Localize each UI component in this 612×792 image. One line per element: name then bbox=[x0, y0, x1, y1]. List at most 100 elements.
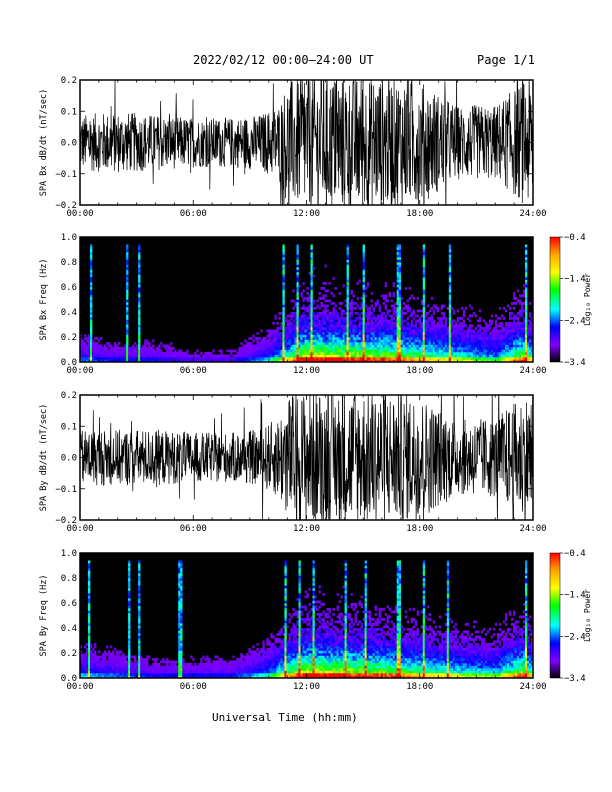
spectrogram-cell bbox=[82, 339, 85, 343]
spectrogram-cell bbox=[310, 302, 313, 305]
spectrogram-cell bbox=[210, 354, 213, 358]
spectrogram-cell bbox=[164, 357, 167, 360]
spectrogram-cell bbox=[128, 347, 131, 350]
spectrogram-cell bbox=[422, 359, 426, 362]
spectrogram-cell bbox=[146, 675, 149, 678]
spectrogram-cell bbox=[180, 610, 183, 614]
spectrogram-cell bbox=[462, 344, 466, 348]
spectrogram-cell bbox=[452, 312, 456, 315]
spectrogram-cell bbox=[398, 272, 401, 275]
spectrogram-cell bbox=[348, 312, 351, 315]
spectrogram-cell bbox=[404, 339, 408, 343]
spectrogram-cell bbox=[332, 309, 335, 313]
panel-3: 00:00 06:00 12:00 18:00 24:000.20.10.0−0.1−0… bbox=[39, 391, 547, 534]
spectrogram-cell bbox=[170, 663, 173, 666]
spectrogram-cell bbox=[384, 344, 387, 348]
spectrogram-cell bbox=[492, 352, 496, 355]
spectrogram-cell bbox=[156, 359, 159, 362]
spectrogram-cell bbox=[504, 339, 508, 343]
spectrogram-cell bbox=[460, 354, 464, 358]
spectrogram-cell bbox=[148, 359, 151, 362]
spectrogram-cell bbox=[392, 324, 395, 328]
spectrogram-cell bbox=[398, 322, 401, 325]
spectrogram-cell bbox=[86, 337, 89, 340]
spectrogram-cell bbox=[154, 665, 157, 669]
spectrogram-cell bbox=[122, 660, 125, 664]
spectrogram-cell bbox=[144, 354, 147, 358]
spectrogram-cell bbox=[388, 322, 391, 325]
spectrogram-cell bbox=[344, 347, 347, 350]
spectrogram-cell bbox=[420, 329, 424, 333]
spectrogram-cell bbox=[84, 334, 87, 338]
spectrogram-cell bbox=[158, 354, 161, 358]
spectrogram-cell bbox=[286, 349, 289, 353]
spectrogram-cell bbox=[116, 673, 119, 676]
spectrogram-cell bbox=[428, 342, 432, 345]
spectrogram-cell bbox=[94, 337, 97, 340]
spectrogram-cell bbox=[438, 319, 442, 323]
spectrogram-cell bbox=[400, 347, 404, 350]
spectrogram-cell bbox=[90, 259, 93, 263]
spectrogram-cell bbox=[352, 302, 355, 305]
spectrogram-cell bbox=[354, 334, 357, 338]
spectrogram-cell bbox=[382, 357, 385, 360]
spectrogram-cell bbox=[128, 565, 131, 569]
spectrogram-cell bbox=[362, 334, 365, 338]
spectrogram-cell bbox=[422, 252, 426, 255]
spectrogram-cell bbox=[166, 668, 169, 671]
spectrogram-cell bbox=[212, 675, 215, 678]
spectrogram-cell bbox=[356, 352, 359, 355]
spectrogram-cell bbox=[278, 317, 281, 320]
spectrogram-cell bbox=[178, 585, 181, 589]
spectrogram-cell bbox=[356, 327, 359, 330]
spectrogram-cell bbox=[296, 274, 299, 278]
spectrogram-cell bbox=[296, 354, 299, 358]
spectrogram-cell bbox=[136, 359, 139, 362]
spectrogram-cell bbox=[302, 319, 305, 323]
spectrogram-cell bbox=[164, 670, 167, 674]
spectrogram-cell bbox=[332, 339, 335, 343]
spectrogram-cell bbox=[262, 352, 265, 355]
spectrogram-cell bbox=[296, 349, 299, 353]
spectrogram-cell bbox=[314, 317, 317, 320]
spectrogram-cell bbox=[112, 359, 115, 362]
spectrogram-cell bbox=[448, 299, 452, 303]
spectrogram-cell bbox=[172, 359, 175, 362]
spectrogram-cell bbox=[396, 302, 399, 305]
spectrogram-cell bbox=[362, 289, 365, 293]
spectrogram-cell bbox=[384, 319, 387, 323]
spectrogram-cell bbox=[500, 327, 504, 330]
spectrogram-cell bbox=[196, 357, 199, 360]
spectrogram-cell bbox=[436, 322, 440, 325]
spectrogram-cell bbox=[452, 332, 456, 335]
spectrogram-cell bbox=[180, 633, 183, 636]
spectrogram-cell bbox=[318, 324, 321, 328]
spectrogram-cell bbox=[362, 312, 365, 315]
spectrogram-cell bbox=[108, 357, 111, 360]
spectrogram-cell bbox=[380, 334, 383, 338]
spectrogram-cell bbox=[278, 342, 281, 345]
spectrogram-cell bbox=[128, 605, 131, 609]
spectrogram-cell bbox=[358, 324, 361, 328]
spectrogram-cell bbox=[142, 660, 145, 664]
spectrogram-cell bbox=[90, 297, 93, 300]
spectrogram-cell bbox=[150, 357, 153, 360]
spectrogram-cell bbox=[486, 337, 490, 340]
spectrogram-cell bbox=[422, 254, 426, 258]
spectrogram-cell bbox=[384, 322, 387, 325]
spectrogram-cell bbox=[458, 359, 462, 362]
spectrogram-cell bbox=[390, 329, 393, 333]
spectrogram-cell bbox=[388, 344, 391, 348]
spectrogram-cell bbox=[222, 673, 225, 676]
spectrogram-cell bbox=[498, 317, 502, 320]
spectrogram-cell bbox=[334, 344, 337, 348]
spectrogram-cell bbox=[352, 352, 355, 355]
spectrogram-cell bbox=[348, 334, 351, 338]
spectrogram-cell bbox=[270, 342, 273, 345]
spectrogram-cell bbox=[290, 324, 293, 328]
spectrogram-cell bbox=[508, 352, 512, 355]
spectrogram-cell bbox=[108, 658, 111, 661]
spectrogram-cell bbox=[80, 344, 83, 348]
spectrogram-cell bbox=[138, 312, 141, 315]
spectrogram-cell bbox=[274, 314, 277, 318]
